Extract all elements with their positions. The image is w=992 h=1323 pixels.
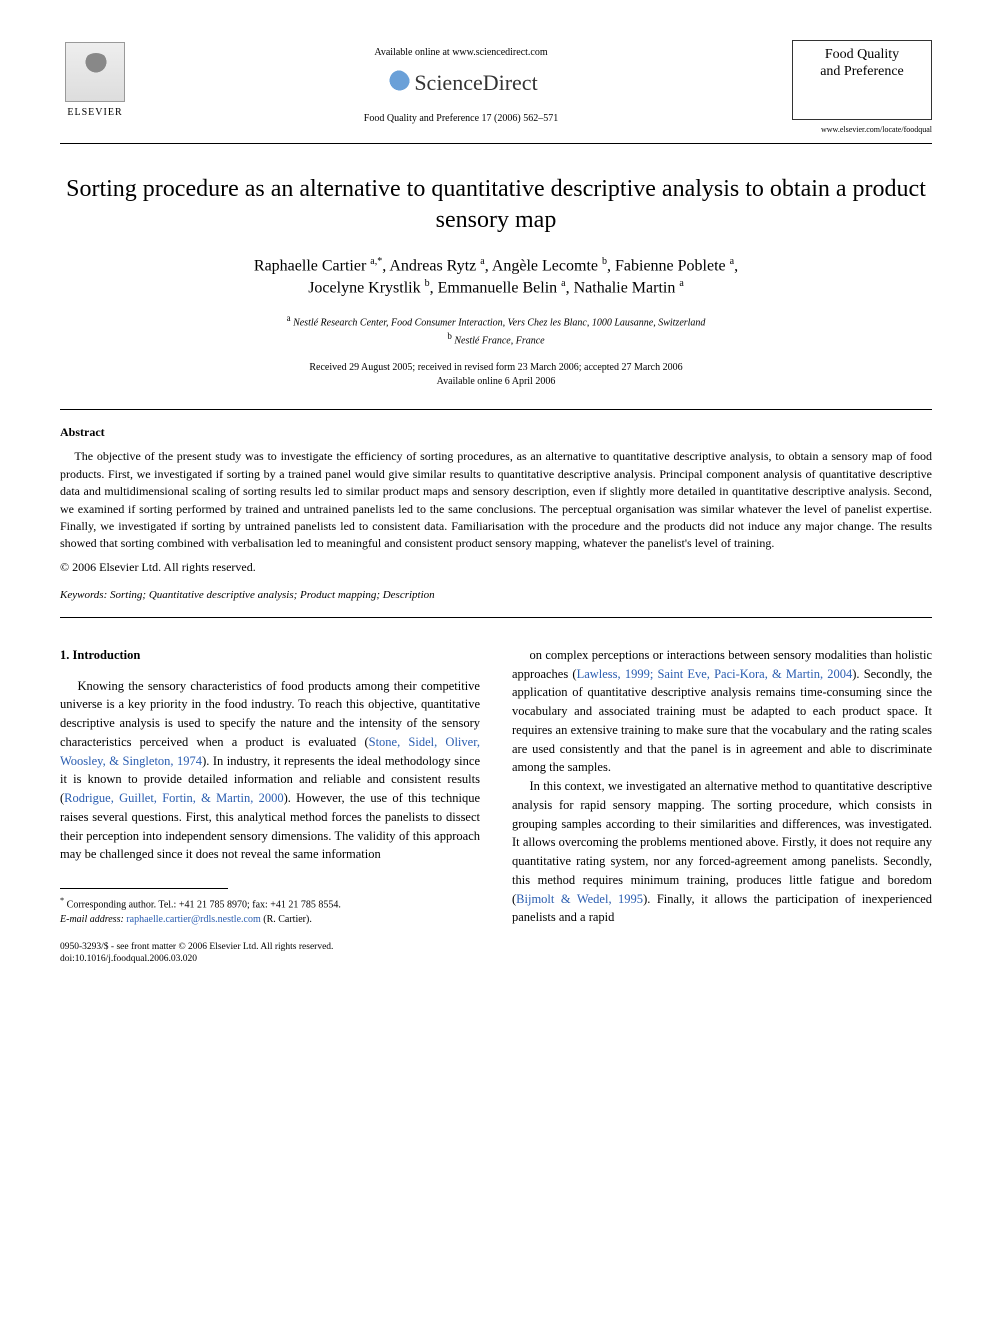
keywords-line: Keywords: Sorting; Quantitative descript… bbox=[60, 588, 932, 603]
journal-url[interactable]: www.elsevier.com/locate/foodqual bbox=[792, 124, 932, 135]
corr-author-email[interactable]: raphaelle.cartier@rdls.nestle.com bbox=[126, 914, 260, 925]
intro-heading: 1. Introduction bbox=[60, 646, 480, 665]
abstract-heading: Abstract bbox=[60, 424, 932, 441]
journal-name-line2: and Preference bbox=[797, 64, 927, 81]
corresponding-author-footnote: * Corresponding author. Tel.: +41 21 785… bbox=[60, 895, 480, 926]
dates-line1: Received 29 August 2005; received in rev… bbox=[60, 361, 932, 375]
sciencedirect-text: ScienceDirect bbox=[414, 68, 537, 99]
elsevier-tree-icon bbox=[65, 42, 125, 102]
sciencedirect-swoosh-icon bbox=[384, 70, 410, 96]
header-rule bbox=[60, 143, 932, 144]
email-label: E-mail address: bbox=[60, 914, 124, 925]
abstract-text: The objective of the present study was t… bbox=[60, 448, 932, 552]
intro-para-left: Knowing the sensory characteristics of f… bbox=[60, 677, 480, 865]
elsevier-logo: ELSEVIER bbox=[60, 40, 130, 120]
affiliations: a Nestlé Research Center, Food Consumer … bbox=[60, 312, 932, 349]
ref-bijmolt-1995[interactable]: Bijmolt & Wedel, 1995 bbox=[516, 892, 643, 906]
affiliation-a: Nestlé Research Center, Food Consumer In… bbox=[293, 317, 705, 328]
journal-name: Food Quality and Preference bbox=[797, 47, 927, 81]
authors: Raphaelle Cartier a,*, Andreas Rytz a, A… bbox=[60, 255, 932, 300]
header-row: ELSEVIER Available online at www.science… bbox=[60, 40, 932, 135]
intro-text-r1b: ). Secondly, the application of quantita… bbox=[512, 667, 932, 775]
journal-box-wrap: Food Quality and Preference www.elsevier… bbox=[792, 40, 932, 135]
elsevier-label: ELSEVIER bbox=[67, 106, 122, 120]
footer-meta: 0950-3293/$ - see front matter © 2006 El… bbox=[60, 941, 480, 966]
left-column: 1. Introduction Knowing the sensory char… bbox=[60, 646, 480, 965]
keywords-values: Sorting; Quantitative descriptive analys… bbox=[110, 589, 435, 601]
intro-text-r2a: In this context, we investigated an alte… bbox=[512, 779, 932, 906]
abstract-copyright: © 2006 Elsevier Ltd. All rights reserved… bbox=[60, 559, 932, 576]
journal-name-line1: Food Quality bbox=[797, 47, 927, 64]
abstract-body: The objective of the present study was t… bbox=[60, 448, 932, 552]
center-header: Available online at www.sciencedirect.co… bbox=[130, 40, 792, 126]
footnote-rule bbox=[60, 888, 228, 889]
dates-line2: Available online 6 April 2006 bbox=[60, 375, 932, 389]
keywords-label: Keywords: bbox=[60, 589, 107, 601]
intro-para-right-2: In this context, we investigated an alte… bbox=[512, 777, 932, 927]
corr-author-name: (R. Cartier). bbox=[263, 914, 312, 925]
rule-above-abstract bbox=[60, 409, 932, 410]
doi-line: doi:10.1016/j.foodqual.2006.03.020 bbox=[60, 953, 480, 965]
ref-lawless-saint-eve[interactable]: Lawless, 1999; Saint Eve, Paci-Kora, & M… bbox=[577, 667, 853, 681]
right-column: on complex perceptions or interactions b… bbox=[512, 646, 932, 965]
ref-rodrigue-2000[interactable]: Rodrigue, Guillet, Fortin, & Martin, 200… bbox=[64, 791, 283, 805]
body-columns: 1. Introduction Knowing the sensory char… bbox=[60, 646, 932, 965]
intro-para-right-1: on complex perceptions or interactions b… bbox=[512, 646, 932, 777]
front-matter-line: 0950-3293/$ - see front matter © 2006 El… bbox=[60, 941, 480, 953]
affiliation-b: Nestlé France, France bbox=[454, 336, 544, 347]
sciencedirect-logo: ScienceDirect bbox=[384, 68, 537, 99]
article-dates: Received 29 August 2005; received in rev… bbox=[60, 361, 932, 389]
journal-title-box: Food Quality and Preference bbox=[792, 40, 932, 120]
article-title: Sorting procedure as an alternative to q… bbox=[60, 174, 932, 236]
rule-below-keywords bbox=[60, 617, 932, 618]
journal-citation: Food Quality and Preference 17 (2006) 56… bbox=[130, 112, 792, 126]
available-online-text: Available online at www.sciencedirect.co… bbox=[130, 46, 792, 60]
corr-author-text: Corresponding author. Tel.: +41 21 785 8… bbox=[67, 900, 341, 911]
